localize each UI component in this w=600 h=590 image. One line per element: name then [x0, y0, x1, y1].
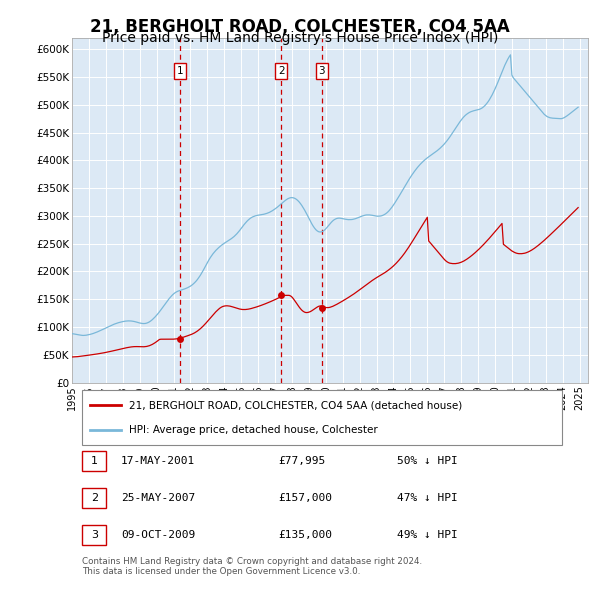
Text: 2: 2	[278, 66, 284, 76]
Text: HPI: Average price, detached house, Colchester: HPI: Average price, detached house, Colc…	[129, 425, 377, 435]
FancyBboxPatch shape	[82, 488, 106, 508]
Text: 21, BERGHOLT ROAD, COLCHESTER, CO4 5AA (detached house): 21, BERGHOLT ROAD, COLCHESTER, CO4 5AA (…	[129, 400, 462, 410]
Text: 1: 1	[91, 456, 98, 466]
Text: 17-MAY-2001: 17-MAY-2001	[121, 456, 195, 466]
Text: 21, BERGHOLT ROAD, COLCHESTER, CO4 5AA: 21, BERGHOLT ROAD, COLCHESTER, CO4 5AA	[90, 18, 510, 36]
Text: 2: 2	[91, 493, 98, 503]
Text: 3: 3	[319, 66, 325, 76]
Text: Price paid vs. HM Land Registry's House Price Index (HPI): Price paid vs. HM Land Registry's House …	[102, 31, 498, 45]
FancyBboxPatch shape	[82, 391, 562, 445]
Text: 50% ↓ HPI: 50% ↓ HPI	[397, 456, 458, 466]
FancyBboxPatch shape	[82, 451, 106, 471]
Text: £135,000: £135,000	[278, 530, 332, 540]
Text: £157,000: £157,000	[278, 493, 332, 503]
Text: 47% ↓ HPI: 47% ↓ HPI	[397, 493, 458, 503]
Text: Contains HM Land Registry data © Crown copyright and database right 2024.
This d: Contains HM Land Registry data © Crown c…	[82, 557, 422, 576]
Text: £77,995: £77,995	[278, 456, 326, 466]
Text: 09-OCT-2009: 09-OCT-2009	[121, 530, 195, 540]
Text: 3: 3	[91, 530, 98, 540]
Text: 1: 1	[176, 66, 183, 76]
FancyBboxPatch shape	[82, 525, 106, 545]
Text: 25-MAY-2007: 25-MAY-2007	[121, 493, 195, 503]
Text: 49% ↓ HPI: 49% ↓ HPI	[397, 530, 458, 540]
